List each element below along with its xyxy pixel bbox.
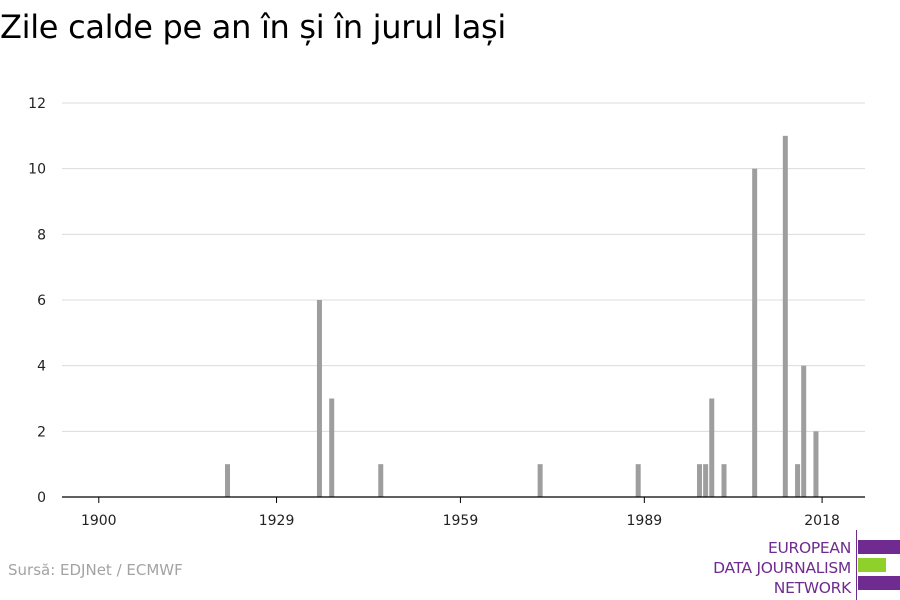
- logo-bar-purple-top: [858, 540, 900, 554]
- logo-line-3: NETWORK: [773, 579, 852, 597]
- bars: [225, 135, 819, 498]
- bar-2017: [813, 431, 819, 497]
- x-axis-ticks: 1900 1929 1959 1989 2018: [81, 497, 840, 529]
- y-tick-label-10: 10: [28, 162, 46, 178]
- logo-bar-green: [858, 558, 886, 572]
- logo-line-2: DATA JOURNALISM: [713, 559, 851, 577]
- y-tick-label-12: 12: [28, 96, 46, 112]
- bar-2015: [801, 365, 807, 497]
- grid-lines: [62, 102, 865, 432]
- chart-title: Zile calde pe an în și în jurul Iași: [0, 8, 506, 46]
- y-tick-label-4: 4: [37, 359, 46, 375]
- bar-1999: [703, 464, 709, 497]
- bar-1938: [329, 398, 335, 497]
- logo-bar-purple-bottom: [858, 576, 900, 590]
- bar-1921: [225, 464, 231, 497]
- logo-line-1: EUROPEAN: [767, 539, 851, 557]
- y-tick-label-0: 0: [37, 490, 46, 506]
- y-tick-label-6: 6: [37, 293, 46, 309]
- bar-2000: [709, 398, 715, 497]
- x-tick-label-1959: 1959: [443, 513, 479, 529]
- bar-1946: [378, 464, 384, 497]
- edjnet-logo: EUROPEAN DATA JOURNALISM NETWORK: [680, 530, 900, 600]
- bar-2014: [795, 464, 801, 497]
- y-axis-ticks: 0 2 4 6 8 10 12: [28, 96, 46, 506]
- x-tick-label-1929: 1929: [259, 513, 295, 529]
- bar-2012: [782, 135, 788, 498]
- source-note: Sursă: EDJNet / ECMWF: [8, 561, 183, 579]
- bar-2007: [752, 168, 758, 497]
- x-tick-label-1989: 1989: [627, 513, 663, 529]
- bar-1972: [537, 464, 543, 497]
- x-tick-label-1900: 1900: [81, 513, 117, 529]
- logo-divider: [856, 530, 857, 600]
- y-tick-label-8: 8: [37, 227, 46, 243]
- bar-2002: [721, 464, 727, 497]
- bar-1936: [316, 300, 322, 497]
- bar-1988: [635, 464, 641, 497]
- y-tick-label-2: 2: [37, 424, 46, 440]
- x-tick-label-2018: 2018: [804, 513, 840, 529]
- bar-1998: [696, 464, 702, 497]
